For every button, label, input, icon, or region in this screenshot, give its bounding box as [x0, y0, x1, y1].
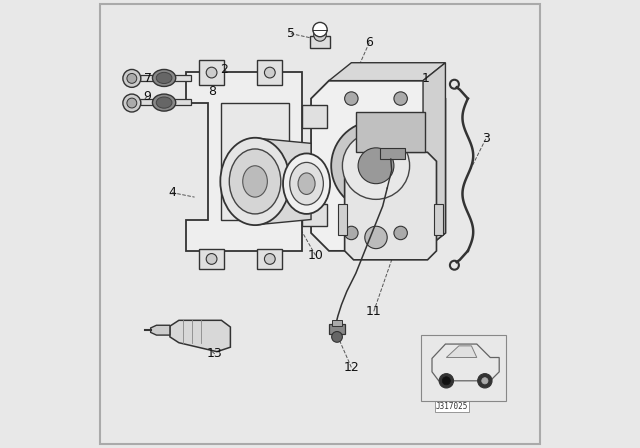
Polygon shape: [150, 325, 170, 335]
Circle shape: [394, 226, 408, 240]
Text: 3: 3: [482, 132, 490, 146]
Polygon shape: [170, 320, 230, 352]
Polygon shape: [311, 81, 445, 251]
Polygon shape: [345, 152, 436, 260]
Bar: [199, 60, 224, 85]
Ellipse shape: [290, 162, 323, 205]
Text: 6: 6: [365, 36, 373, 49]
Bar: [257, 60, 282, 85]
Polygon shape: [255, 138, 311, 225]
Circle shape: [313, 22, 327, 37]
Bar: [435, 204, 444, 235]
Text: 9: 9: [143, 90, 152, 103]
Text: 11: 11: [366, 305, 381, 318]
Polygon shape: [329, 63, 445, 81]
Circle shape: [344, 226, 358, 240]
Circle shape: [482, 378, 488, 384]
Text: 10: 10: [308, 249, 323, 262]
Circle shape: [477, 374, 492, 388]
Circle shape: [342, 132, 410, 199]
Ellipse shape: [156, 97, 172, 108]
Bar: [329, 324, 345, 334]
Bar: [199, 249, 224, 269]
Ellipse shape: [229, 149, 281, 214]
Text: 7: 7: [143, 72, 152, 85]
Bar: [380, 148, 405, 159]
Polygon shape: [221, 103, 289, 220]
Ellipse shape: [152, 69, 176, 86]
Circle shape: [314, 29, 326, 41]
Circle shape: [123, 94, 141, 112]
Circle shape: [365, 226, 387, 249]
Bar: [140, 99, 191, 105]
Text: 2: 2: [220, 63, 228, 76]
Text: J317025: J317025: [436, 402, 468, 411]
Bar: [140, 75, 191, 81]
Bar: [332, 320, 342, 326]
Bar: [302, 105, 327, 128]
Circle shape: [264, 67, 275, 78]
Bar: [257, 249, 282, 269]
Polygon shape: [432, 344, 499, 381]
Circle shape: [206, 67, 217, 78]
Circle shape: [123, 69, 141, 87]
Circle shape: [442, 377, 451, 385]
Polygon shape: [423, 63, 445, 251]
Circle shape: [332, 121, 421, 211]
Circle shape: [127, 73, 137, 83]
Text: 8: 8: [209, 85, 216, 99]
Bar: [302, 204, 327, 226]
Circle shape: [344, 92, 358, 105]
Text: 13: 13: [207, 347, 223, 361]
Text: 1: 1: [421, 72, 429, 85]
FancyBboxPatch shape: [100, 4, 540, 444]
Bar: [338, 204, 347, 235]
Polygon shape: [356, 112, 425, 152]
Circle shape: [394, 92, 408, 105]
Circle shape: [264, 254, 275, 264]
Circle shape: [358, 148, 394, 184]
Circle shape: [206, 254, 217, 264]
Circle shape: [127, 98, 137, 108]
Polygon shape: [446, 346, 477, 358]
Ellipse shape: [243, 166, 268, 197]
Polygon shape: [186, 72, 302, 251]
Text: 4: 4: [168, 186, 176, 199]
Text: 12: 12: [344, 361, 359, 374]
Ellipse shape: [283, 153, 330, 214]
Ellipse shape: [156, 72, 172, 84]
Circle shape: [332, 332, 342, 342]
Ellipse shape: [220, 138, 290, 225]
Text: 5: 5: [287, 27, 295, 40]
Circle shape: [439, 374, 454, 388]
Ellipse shape: [152, 94, 176, 111]
Circle shape: [443, 378, 449, 384]
Ellipse shape: [298, 173, 315, 194]
Bar: [310, 36, 330, 48]
